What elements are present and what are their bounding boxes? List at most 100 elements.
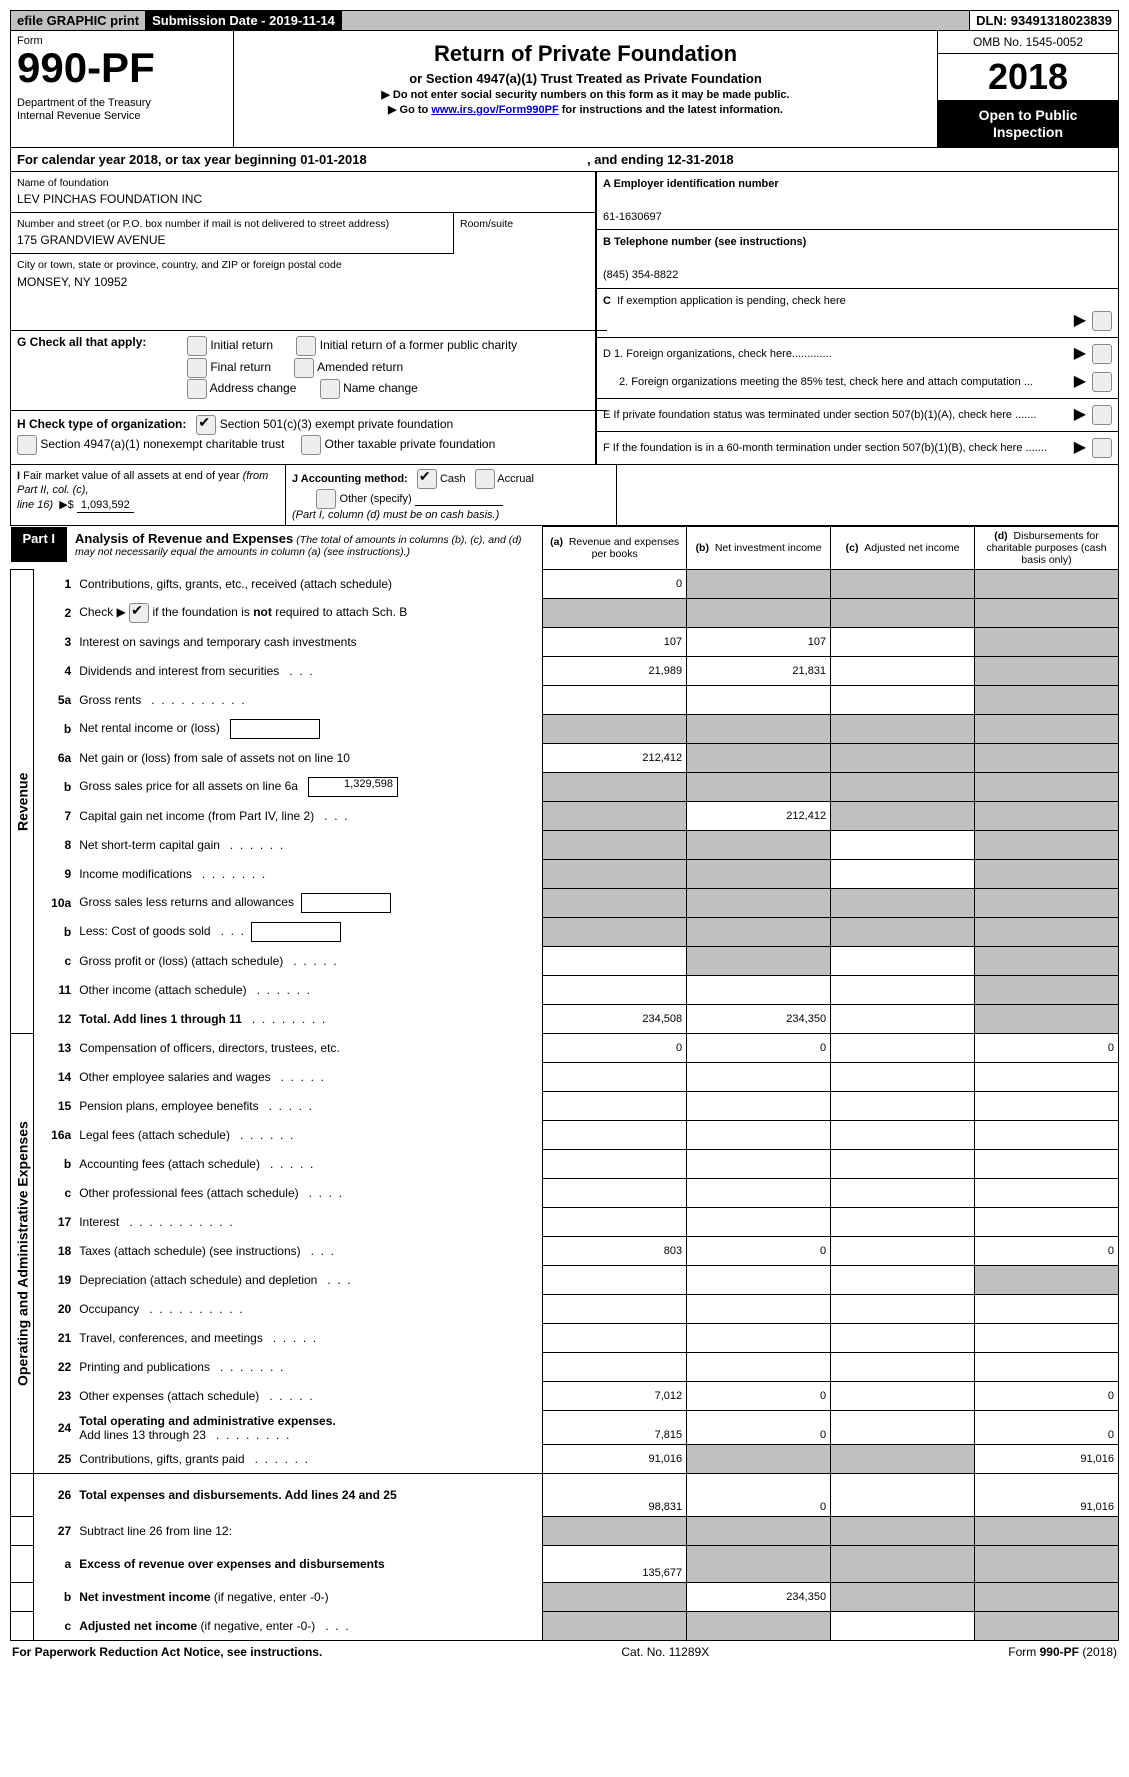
open-to-public-1: Open to Public — [979, 107, 1078, 123]
table-row: 25Contributions, gifts, grants paid . . … — [11, 1445, 1119, 1474]
footer-form-label: Form — [1008, 1645, 1036, 1659]
chk-initial-former[interactable] — [296, 336, 316, 356]
table-row: 23Other expenses (attach schedule) . . .… — [11, 1382, 1119, 1411]
part1-badge: Part I — [11, 527, 68, 562]
table-row: 18Taxes (attach schedule) (see instructi… — [11, 1237, 1119, 1266]
table-row: 15Pension plans, employee benefits . . .… — [11, 1092, 1119, 1121]
table-row: Revenue 1 Contributions, gifts, grants, … — [11, 570, 1119, 599]
table-row: 22Printing and publications . . . . . . … — [11, 1353, 1119, 1382]
footer-center: Cat. No. 11289X — [621, 1645, 709, 1659]
chk-4947[interactable] — [17, 435, 37, 455]
table-row: bNet rental income or (loss) — [11, 715, 1119, 744]
form-title: Return of Private Foundation — [244, 41, 927, 67]
chk-other[interactable] — [316, 489, 336, 509]
chk-cash[interactable] — [417, 469, 437, 489]
e-label: E If private foundation status was termi… — [603, 407, 1068, 424]
cal-year-begin: For calendar year 2018, or tax year begi… — [17, 152, 587, 167]
chk-f[interactable] — [1092, 438, 1112, 458]
chk-other-taxable[interactable] — [301, 435, 321, 455]
chk-accrual[interactable] — [475, 469, 495, 489]
f-label: F If the foundation is in a 60-month ter… — [603, 440, 1068, 457]
open-to-public-2: Inspection — [993, 124, 1063, 140]
form-right: OMB No. 1545-0052 2018 Open to Public In… — [938, 31, 1118, 147]
table-row: bGross sales price for all assets on lin… — [11, 773, 1119, 802]
form-header: Form 990-PF Department of the Treasury I… — [10, 31, 1119, 148]
table-row: 14Other employee salaries and wages . . … — [11, 1063, 1119, 1092]
ssn-warning: ▶ Do not enter social security numbers o… — [244, 88, 927, 101]
part1-table: Part I Analysis of Revenue and Expenses … — [10, 526, 1119, 1641]
name-label: Name of foundation — [17, 177, 109, 189]
table-row: 20Occupancy . . . . . . . . . . — [11, 1295, 1119, 1324]
dln-label: DLN: 93491318023839 — [970, 11, 1118, 30]
top-blank — [342, 11, 970, 30]
d1-label: D 1. Foreign organizations, check here..… — [603, 346, 1068, 363]
chk-address[interactable] — [187, 379, 207, 399]
form-subtitle: or Section 4947(a)(1) Trust Treated as P… — [244, 71, 927, 86]
street-value: 175 GRANDVIEW AVENUE — [17, 233, 447, 249]
arrow-icon: ▶ — [1074, 309, 1086, 333]
chk-amended[interactable] — [294, 358, 314, 378]
d2-label: 2. Foreign organizations meeting the 85%… — [603, 374, 1068, 391]
expense-label: Operating and Administrative Expenses — [11, 1034, 34, 1474]
chk-c[interactable] — [1092, 311, 1112, 331]
table-row: 16aLegal fees (attach schedule) . . . . … — [11, 1121, 1119, 1150]
efile-label: efile GRAPHIC print — [11, 11, 146, 30]
table-row: Operating and Administrative Expenses 13… — [11, 1034, 1119, 1063]
table-row: 9Income modifications . . . . . . . — [11, 860, 1119, 889]
tax-year: 2018 — [938, 54, 1118, 101]
dept-treasury: Department of the Treasury — [17, 97, 151, 109]
table-row: 19Depreciation (attach schedule) and dep… — [11, 1266, 1119, 1295]
table-row: bAccounting fees (attach schedule) . . .… — [11, 1150, 1119, 1179]
arrow-icon: ▶ — [59, 499, 67, 511]
chk-initial-return[interactable] — [187, 336, 207, 356]
goto-link[interactable]: www.irs.gov/Form990PF — [431, 104, 558, 116]
j-note: (Part I, column (d) must be on cash basi… — [292, 509, 499, 521]
g-label: G Check all that apply: — [17, 335, 187, 349]
table-row: cAdjusted net income (if negative, enter… — [11, 1612, 1119, 1641]
table-row: 11Other income (attach schedule) . . . .… — [11, 976, 1119, 1005]
table-row: bLess: Cost of goods sold . . . — [11, 918, 1119, 947]
submission-date: Submission Date - 2019-11-14 — [146, 11, 342, 30]
footer-left: For Paperwork Reduction Act Notice, see … — [12, 1645, 322, 1659]
chk-name-change[interactable] — [320, 379, 340, 399]
arrow-icon: ▶ — [1074, 436, 1086, 460]
table-row: 21Travel, conferences, and meetings . . … — [11, 1324, 1119, 1353]
omb-number: OMB No. 1545-0052 — [938, 31, 1118, 54]
goto-suffix: for instructions and the latest informat… — [562, 104, 783, 116]
chk-d2[interactable] — [1092, 372, 1112, 392]
goto-prefix: ▶ Go to — [388, 104, 428, 116]
a-label: A Employer identification number — [603, 178, 779, 190]
chk-final[interactable] — [187, 358, 207, 378]
i-line16: line 16) — [17, 499, 53, 511]
arrow-icon: ▶ — [1074, 342, 1086, 366]
city-label: City or town, state or province, country… — [17, 259, 342, 271]
table-row: 10aGross sales less returns and allowanc… — [11, 889, 1119, 918]
footer-form: 990-PF — [1040, 1645, 1079, 1659]
ij-row: I Fair market value of all assets at end… — [10, 465, 1119, 526]
footer-year: (2018) — [1082, 1645, 1117, 1659]
table-row: 24 Total operating and administrative ex… — [11, 1411, 1119, 1445]
chk-501c3[interactable] — [196, 415, 216, 435]
j-label: J Accounting method: — [292, 473, 408, 485]
phone-value: (845) 354-8822 — [603, 269, 678, 281]
form-left: Form 990-PF Department of the Treasury I… — [11, 31, 234, 147]
table-row: 27Subtract line 26 from line 12: — [11, 1517, 1119, 1546]
dept-irs: Internal Revenue Service — [17, 110, 141, 122]
b-label: B Telephone number (see instructions) — [603, 236, 806, 248]
ein-value: 61-1630697 — [603, 211, 662, 223]
chk-e[interactable] — [1092, 405, 1112, 425]
identification-block: Name of foundation LEV PINCHAS FOUNDATIO… — [10, 172, 1119, 466]
footer: For Paperwork Reduction Act Notice, see … — [10, 1641, 1119, 1659]
form-number: 990-PF — [17, 47, 227, 89]
revenue-label: Revenue — [11, 570, 34, 1034]
street-label: Number and street (or P.O. box number if… — [17, 218, 389, 230]
table-row: 17Interest . . . . . . . . . . . — [11, 1208, 1119, 1237]
cal-year-end: , and ending 12-31-2018 — [587, 152, 734, 167]
top-bar: efile GRAPHIC print Submission Date - 20… — [10, 10, 1119, 31]
part1-title: Analysis of Revenue and Expenses — [75, 531, 293, 546]
chk-d1[interactable] — [1092, 344, 1112, 364]
table-row: 2 Check ▶ if the foundation is not requi… — [11, 599, 1119, 628]
table-row: 6aNet gain or (loss) from sale of assets… — [11, 744, 1119, 773]
chk-sch-b[interactable] — [129, 603, 149, 623]
table-row: bNet investment income (if negative, ent… — [11, 1583, 1119, 1612]
